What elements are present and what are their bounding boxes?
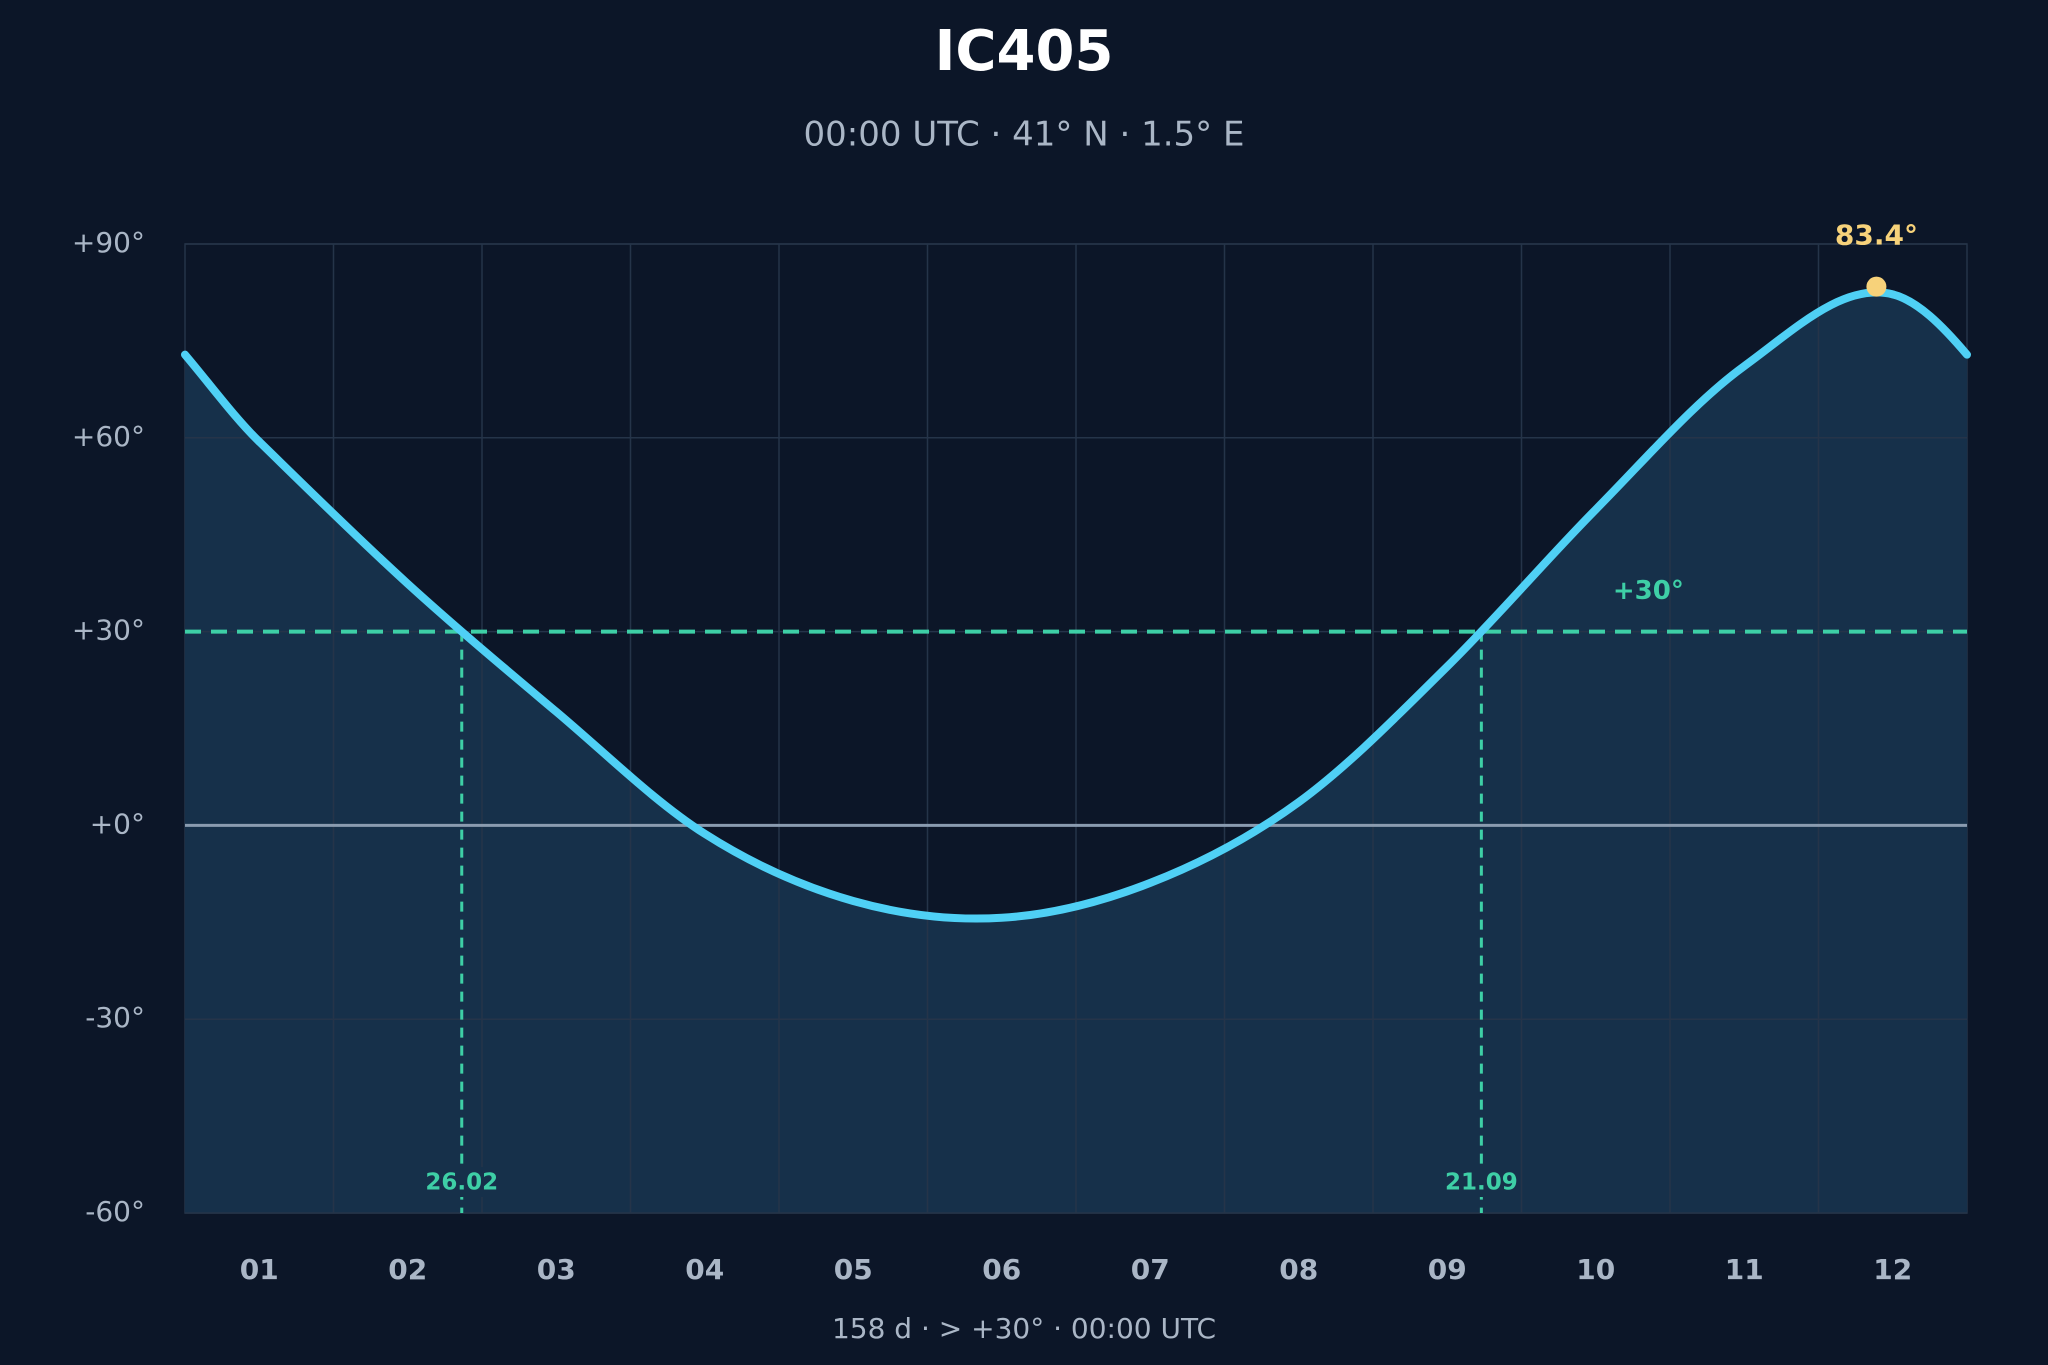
x-tick-label: 05 [834,1253,873,1286]
x-tick-label: 06 [982,1253,1021,1286]
crossing-label-bg [1447,1167,1516,1197]
crossing-label: 21.09 [1445,1170,1518,1196]
chart-title: IC405 [935,19,1114,84]
x-tick-label: 09 [1428,1253,1467,1286]
curve-edge [181,350,264,446]
crossing-label: 26.02 [425,1170,498,1196]
y-tick-label: +60° [72,420,145,453]
y-tick-label: -30° [85,1001,145,1034]
crossing-label-bg [427,1167,496,1197]
peak-label: 83.4° [1835,219,1918,252]
x-tick-label: 11 [1725,1253,1764,1286]
y-tick-label: +90° [72,226,145,259]
x-tick-label: 07 [1131,1253,1170,1286]
series-line [255,288,1897,923]
x-tick-label: 12 [1873,1253,1912,1286]
curve-edge [1888,290,1971,359]
y-tick-label: +0° [90,807,145,840]
x-tick-label: 08 [1279,1253,1318,1286]
chart-footer: 158 d · > +30° · 00:00 UTC [832,1312,1216,1345]
x-tick-label: 03 [537,1253,576,1286]
x-tick-label: 01 [240,1253,279,1286]
y-tick-label: +30° [72,614,145,647]
threshold-label: +30° [1613,576,1684,606]
x-tick-label: 04 [685,1253,724,1286]
x-tick-label: 10 [1576,1253,1615,1286]
peak-marker [1866,276,1887,297]
x-tick-label: 02 [388,1253,427,1286]
chart-subtitle: 00:00 UTC · 41° N · 1.5° E [804,115,1245,155]
y-tick-label: -60° [85,1195,145,1228]
